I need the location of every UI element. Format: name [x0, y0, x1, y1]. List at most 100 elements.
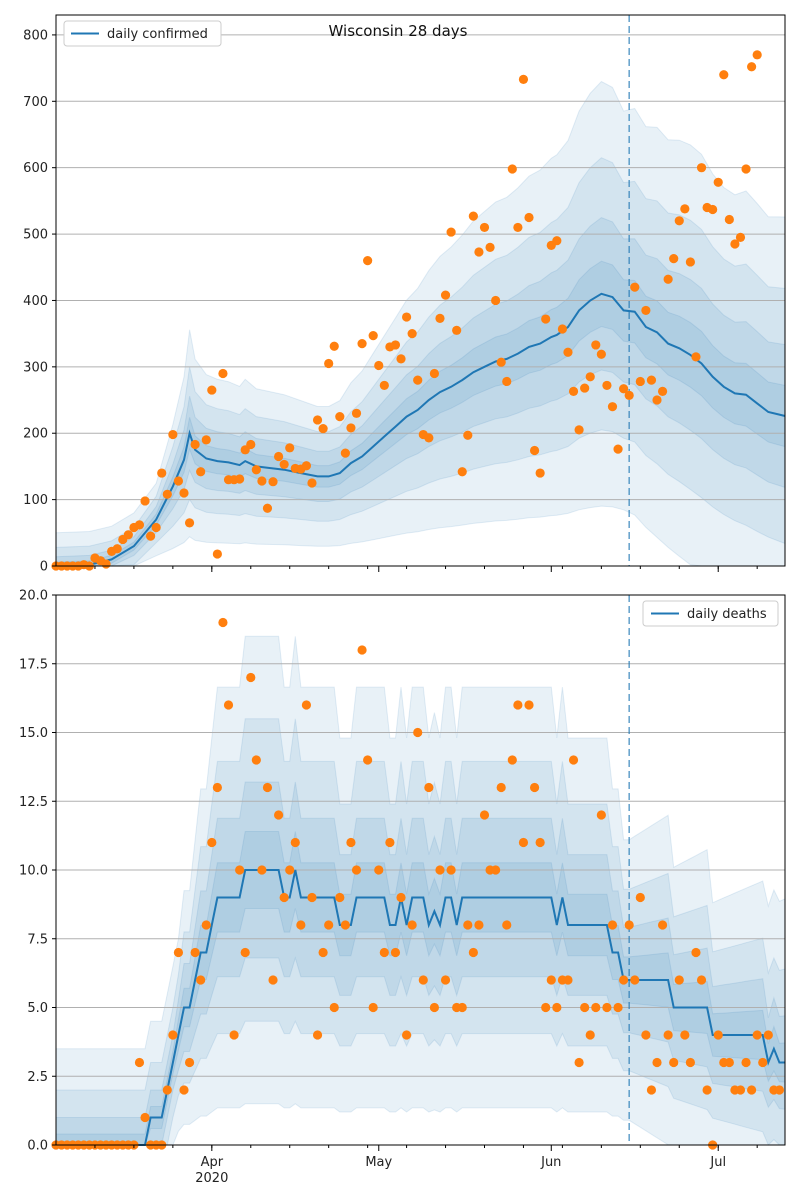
observed-point [390, 947, 401, 958]
observed-point [290, 837, 300, 848]
observed-point [635, 376, 645, 387]
observed-point [619, 975, 629, 985]
observed-point [385, 837, 395, 848]
observed-point [663, 274, 673, 284]
observed-point [363, 755, 373, 765]
observed-point [491, 295, 501, 306]
observed-point [446, 227, 456, 237]
observed-point [262, 782, 273, 793]
observed-point [335, 892, 345, 903]
y-tick-label: 15.0 [19, 726, 48, 741]
observed-point [735, 232, 746, 242]
observed-point [685, 1057, 695, 1068]
observed-point [457, 1002, 467, 1013]
observed-point [418, 975, 428, 985]
observed-point [173, 947, 184, 958]
observed-point [307, 478, 317, 488]
observed-point [613, 1002, 623, 1013]
observed-point [457, 467, 467, 477]
observed-point [262, 503, 273, 513]
observed-point [379, 380, 389, 391]
observed-point [351, 865, 362, 875]
observed-point [324, 358, 334, 369]
legend-label-deaths: daily deaths [687, 607, 767, 622]
y-tick-label: 2.5 [27, 1070, 48, 1085]
observed-point [357, 339, 367, 349]
observed-point [268, 477, 278, 487]
observed-point [312, 1030, 323, 1040]
observed-point [390, 340, 401, 350]
observed-point [279, 459, 289, 470]
y-tick-label: 400 [23, 294, 48, 309]
observed-point [179, 488, 189, 498]
observed-point [552, 236, 562, 246]
y-tick-label: 7.5 [27, 932, 48, 947]
observed-point [184, 1057, 195, 1068]
observed-point [212, 549, 222, 559]
legend-box [642, 600, 779, 627]
y-tick-label: 700 [23, 95, 48, 110]
observed-point [518, 74, 529, 84]
observed-point [674, 975, 684, 985]
observed-point [468, 947, 478, 958]
observed-point [273, 451, 284, 462]
observed-point [657, 920, 668, 930]
observed-point [218, 617, 228, 628]
legend-label-confirmed: daily confirmed [107, 27, 208, 42]
observed-point [173, 476, 184, 486]
observed-point [496, 782, 506, 793]
x-tick-label: Apr [201, 1155, 224, 1170]
observed-point [223, 700, 234, 710]
observed-point [674, 216, 684, 226]
observed-point [240, 947, 250, 958]
observed-point [329, 341, 339, 351]
observed-point [518, 837, 529, 848]
observed-point [724, 1057, 734, 1068]
observed-point [463, 920, 473, 930]
observed-point [246, 439, 256, 450]
observed-point [279, 892, 289, 903]
observed-point [157, 468, 167, 478]
observed-point [179, 1085, 189, 1095]
observed-point [546, 975, 556, 985]
observed-point [502, 376, 512, 387]
observed-point [184, 518, 195, 528]
confirmed-chart-panel: 0 100 200 300 400 500 600 700 800 Wisconsin 28 d… [23, 14, 786, 575]
observed-point [463, 430, 473, 440]
observed-point [585, 372, 595, 382]
observed-point [424, 433, 434, 443]
observed-point [268, 975, 278, 985]
observed-point [379, 947, 389, 958]
x-tick-label: Jun [540, 1155, 561, 1170]
y-tick-label: 0.0 [27, 1139, 48, 1154]
observed-point [474, 247, 484, 257]
x-tick-label: May [365, 1155, 392, 1170]
observed-point [624, 920, 634, 930]
observed-point [140, 1112, 150, 1123]
observed-point [669, 254, 679, 264]
observed-point [479, 222, 490, 233]
observed-point [246, 672, 256, 683]
observed-point [190, 947, 200, 958]
observed-point [329, 1002, 339, 1013]
observed-point [307, 892, 317, 903]
confirmed-series [51, 15, 786, 571]
observed-point [529, 782, 540, 793]
y-tick-label: 800 [23, 28, 48, 43]
observed-point [407, 329, 417, 339]
observed-point [591, 340, 601, 350]
observed-point [296, 920, 306, 930]
observed-point [151, 522, 161, 533]
observed-point [257, 865, 267, 875]
observed-point [168, 1030, 178, 1040]
observed-point [251, 755, 261, 765]
observed-point [251, 465, 261, 475]
observed-point [596, 810, 606, 820]
observed-point [747, 1085, 757, 1095]
observed-point [218, 368, 228, 379]
observed-point [207, 837, 217, 848]
observed-point [741, 164, 751, 174]
chart-title: Wisconsin 28 days [329, 22, 468, 40]
